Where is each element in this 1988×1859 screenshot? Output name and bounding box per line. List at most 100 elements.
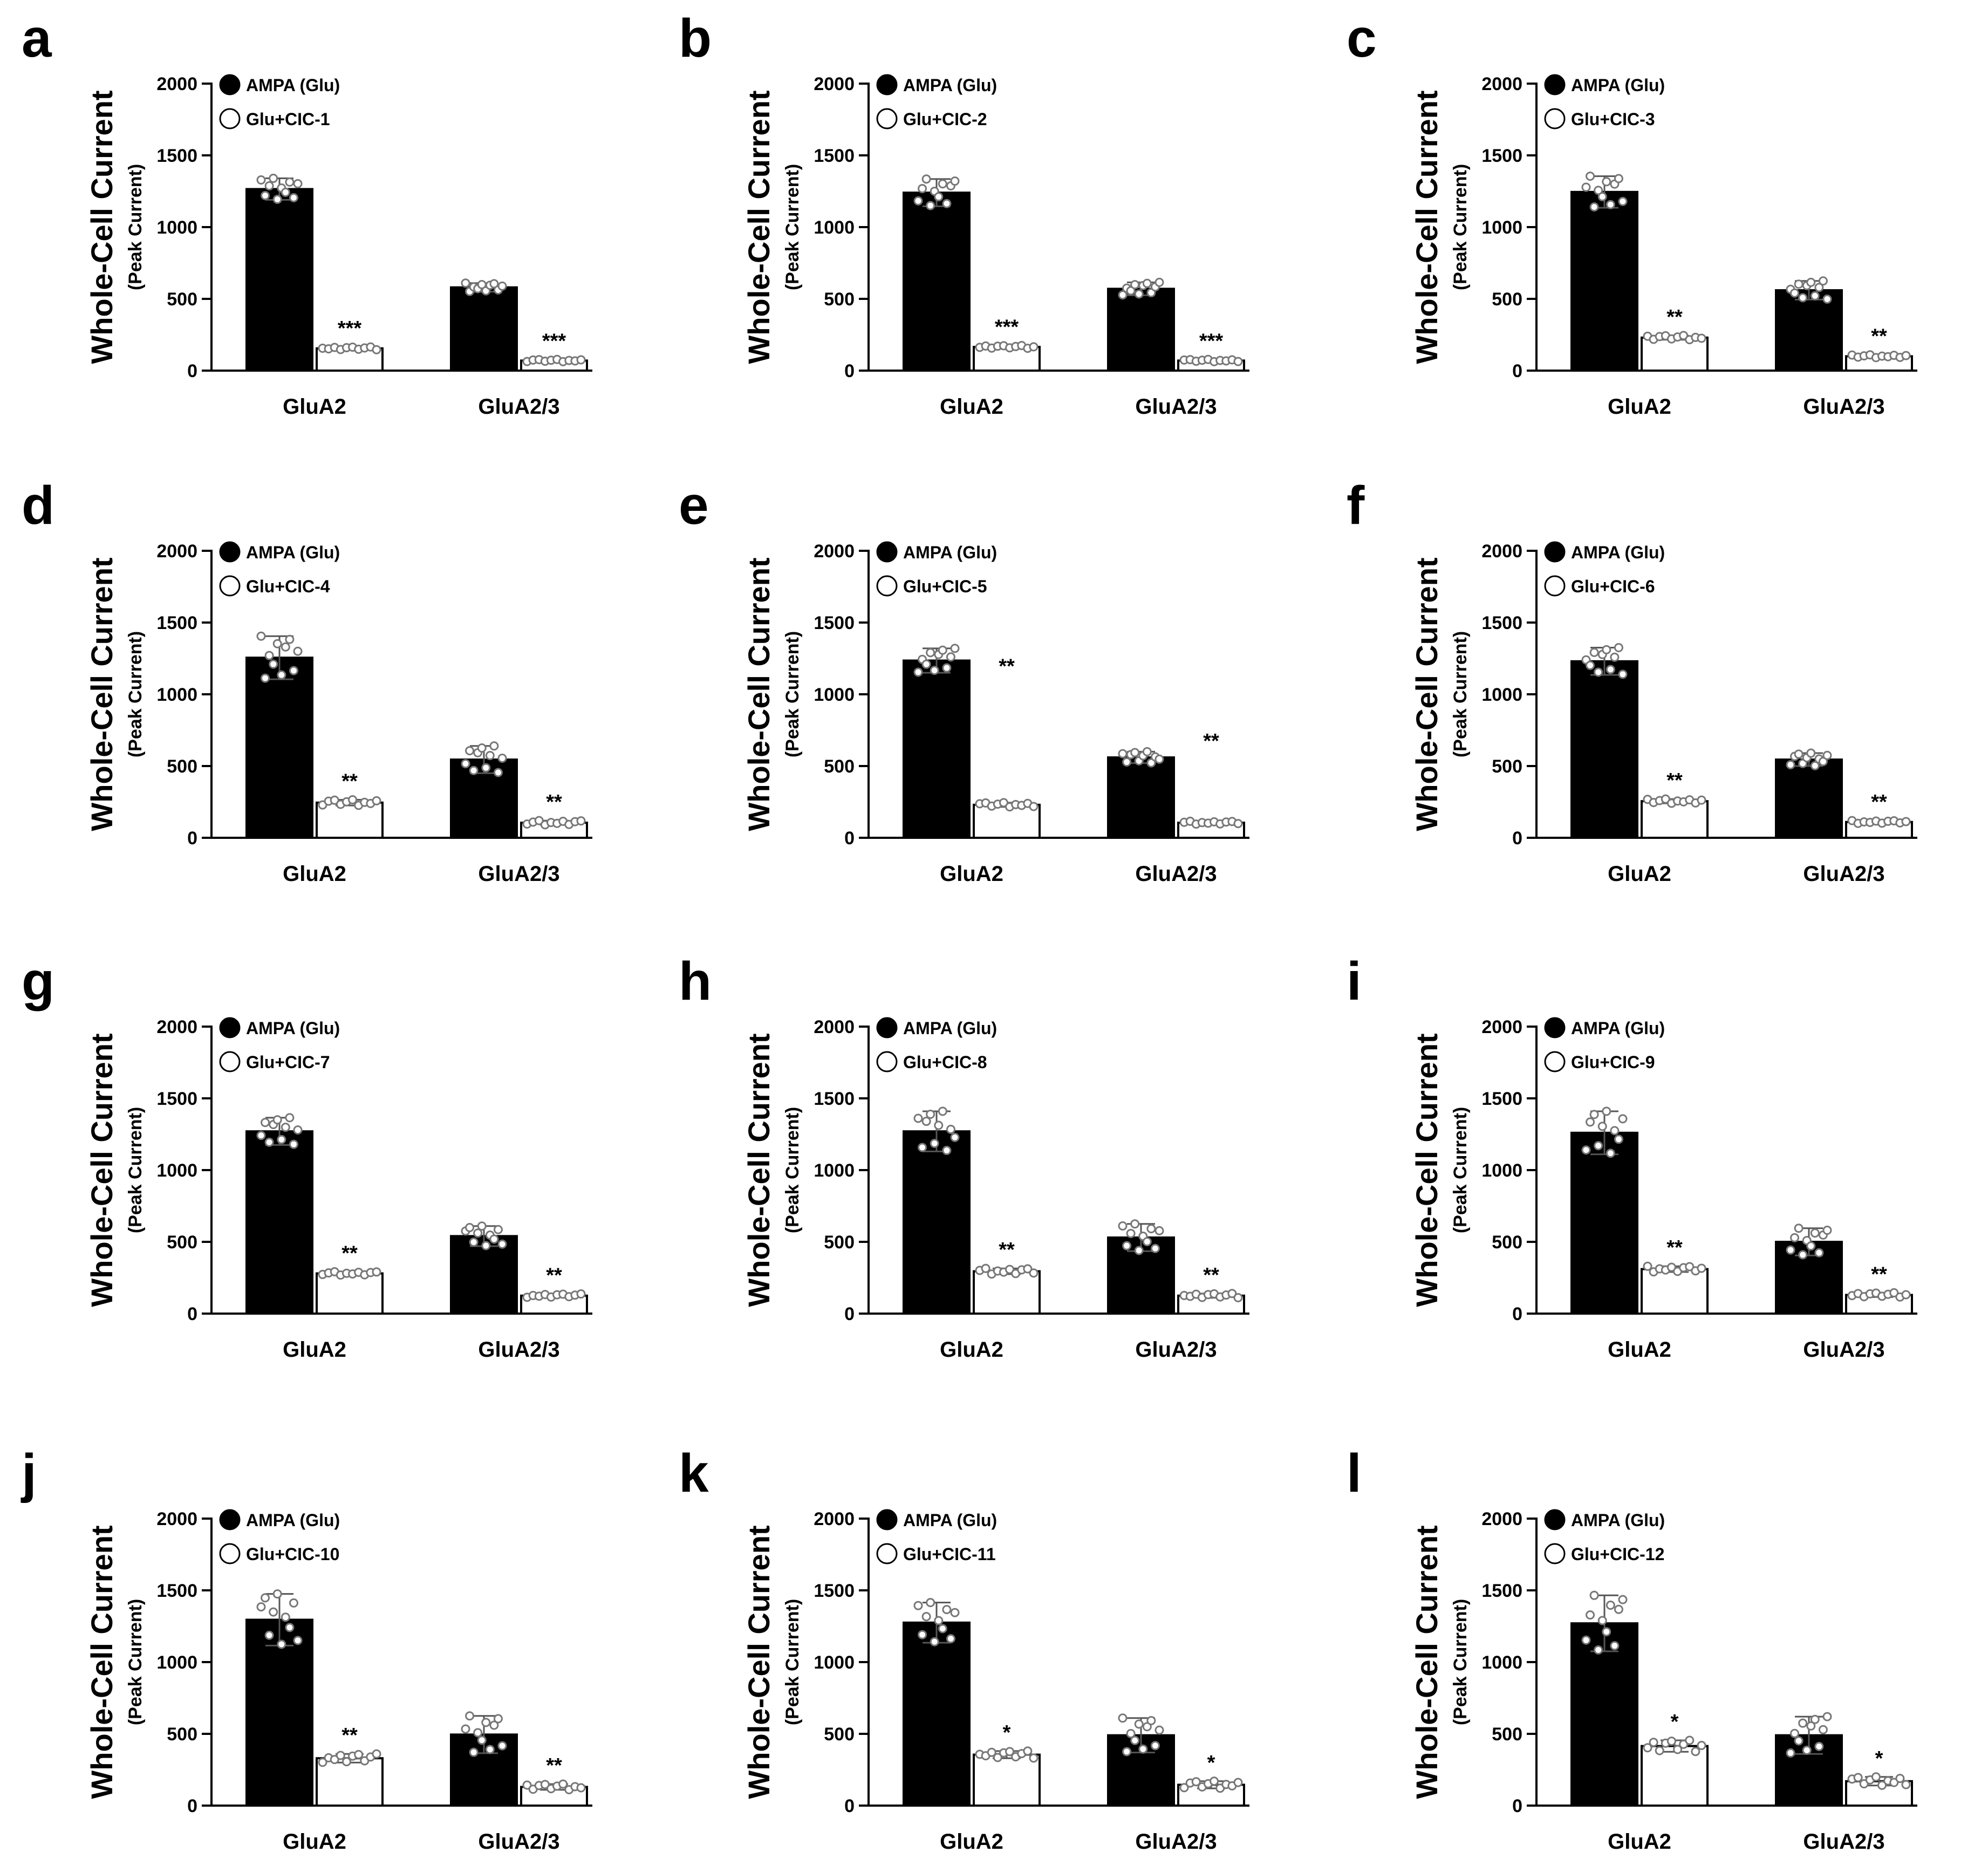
- data-point: [1794, 1224, 1803, 1233]
- chart-panel-k: k Whole-Cell Current (Peak Current) 0 500 100…: [679, 1443, 1249, 1854]
- y-tick-label: 1500: [156, 1581, 197, 1601]
- data-point: [1822, 1712, 1832, 1721]
- data-point: [477, 1221, 487, 1231]
- data-point: [1138, 1744, 1148, 1754]
- chart-panel-d: d Whole-Cell Current (Peak Current) 0 500 100…: [22, 475, 592, 886]
- legend-label-control: AMPA (Glu): [903, 1019, 997, 1038]
- y-axis-title: Whole-Cell Current: [742, 90, 776, 364]
- y-tick-label: 2000: [814, 1509, 855, 1529]
- legend-marker-treated: [1544, 1543, 1566, 1564]
- data-point: [1895, 1774, 1905, 1783]
- data-point: [921, 659, 931, 669]
- data-point: [1602, 645, 1611, 654]
- data-point: [934, 1120, 944, 1130]
- data-point: [1661, 794, 1670, 804]
- significance-marker: **: [1203, 1264, 1219, 1287]
- data-point: [1130, 1735, 1140, 1745]
- data-point: [1142, 747, 1152, 756]
- data-point: [272, 639, 282, 648]
- data-point: [285, 177, 295, 187]
- bar-control: [245, 657, 313, 839]
- data-point: [1130, 748, 1140, 757]
- y-tick-label: 1000: [1481, 1652, 1522, 1673]
- y-tick-label: 1500: [1481, 1089, 1522, 1109]
- y-axis-title: Whole-Cell Current: [742, 1525, 776, 1799]
- y-tick-label: 0: [187, 1304, 197, 1324]
- y-axis-subtitle: (Peak Current): [782, 1599, 803, 1725]
- data-point: [1589, 202, 1599, 212]
- data-point: [1023, 1746, 1033, 1756]
- data-point: [469, 1747, 479, 1757]
- legend-marker-control: [1544, 74, 1566, 95]
- data-point: [489, 741, 499, 751]
- data-point: [489, 279, 499, 289]
- y-tick-label: 1500: [156, 613, 197, 633]
- data-point: [1889, 1288, 1899, 1297]
- legend-marker-treated: [219, 1051, 241, 1072]
- data-point: [1150, 1243, 1160, 1253]
- data-point: [942, 199, 952, 208]
- data-point: [461, 1724, 470, 1734]
- y-axis-subtitle: (Peak Current): [125, 164, 146, 290]
- data-point: [1649, 1738, 1658, 1747]
- data-point: [1814, 1248, 1824, 1257]
- data-point: [481, 1241, 491, 1250]
- data-point: [281, 1612, 290, 1622]
- legend-marker-treated: [1544, 108, 1566, 129]
- significance-marker: *: [1671, 1711, 1679, 1733]
- data-point: [1618, 669, 1628, 679]
- data-point: [1146, 758, 1156, 768]
- data-point: [372, 345, 381, 354]
- data-point: [289, 1598, 298, 1608]
- data-point: [1666, 1262, 1676, 1272]
- data-point: [256, 175, 266, 185]
- data-point: [465, 746, 475, 756]
- data-point: [473, 1728, 483, 1738]
- data-point: [256, 1602, 266, 1612]
- x-category-label: GluA2/3: [1803, 395, 1884, 419]
- data-point: [1786, 760, 1795, 770]
- data-point: [489, 1234, 499, 1244]
- x-category-label: GluA2/3: [1135, 1338, 1217, 1362]
- data-point: [1029, 342, 1039, 352]
- data-point: [1901, 351, 1911, 360]
- data-point: [1581, 182, 1591, 192]
- legend-label-control: AMPA (Glu): [246, 1019, 340, 1038]
- y-tick-label: 1500: [1481, 146, 1522, 166]
- y-tick-label: 500: [167, 289, 197, 310]
- data-point: [1822, 294, 1832, 304]
- y-tick-label: 1000: [1481, 1160, 1522, 1181]
- legend-label-control: AMPA (Glu): [246, 1511, 340, 1530]
- data-point: [1581, 1635, 1591, 1645]
- data-point: [1818, 276, 1828, 286]
- data-point: [1589, 1110, 1599, 1119]
- data-point: [576, 1289, 586, 1299]
- y-tick-label: 500: [1492, 756, 1522, 777]
- data-point: [934, 1616, 944, 1625]
- data-point: [1794, 1736, 1803, 1746]
- data-point: [1806, 277, 1816, 287]
- data-point: [942, 1605, 952, 1615]
- legend-marker-treated: [876, 575, 898, 597]
- x-category-label: GluA2/3: [1135, 1830, 1217, 1854]
- data-point: [930, 666, 939, 675]
- data-point: [1679, 331, 1689, 340]
- y-tick-label: 1500: [814, 1581, 855, 1601]
- y-tick-label: 1000: [814, 685, 855, 705]
- y-tick-label: 1000: [814, 217, 855, 238]
- data-point: [1154, 754, 1164, 764]
- data-point: [1798, 1250, 1808, 1260]
- data-point: [1130, 1219, 1140, 1229]
- data-point: [1023, 1264, 1033, 1274]
- data-point: [1610, 1126, 1620, 1136]
- significance-marker: **: [546, 1265, 562, 1287]
- data-point: [1134, 1246, 1144, 1255]
- data-point: [281, 642, 290, 652]
- data-point: [269, 174, 278, 183]
- y-tick-label: 0: [187, 828, 197, 849]
- y-tick-label: 1500: [814, 613, 855, 633]
- y-tick-label: 2000: [156, 74, 197, 94]
- data-point: [1122, 1241, 1132, 1250]
- data-point: [1597, 1122, 1607, 1131]
